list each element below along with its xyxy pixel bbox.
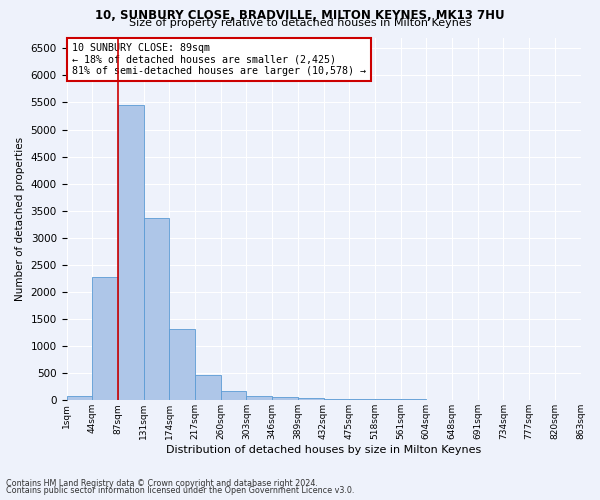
Bar (375, 399, 401, 400)
Bar (272, 397, 298, 400)
Bar (169, 330, 195, 400)
Text: Contains HM Land Registry data © Crown copyright and database right 2024.: Contains HM Land Registry data © Crown c… (6, 478, 318, 488)
Bar (247, 396, 272, 400)
Bar (118, 105, 143, 401)
Bar (349, 399, 375, 400)
Y-axis label: Number of detached properties: Number of detached properties (15, 137, 25, 301)
X-axis label: Distribution of detached houses by size in Milton Keynes: Distribution of detached houses by size … (166, 445, 481, 455)
Text: 10, SUNBURY CLOSE, BRADVILLE, MILTON KEYNES, MK13 7HU: 10, SUNBURY CLOSE, BRADVILLE, MILTON KEY… (95, 9, 505, 22)
Bar (221, 392, 247, 400)
Text: Size of property relative to detached houses in Milton Keynes: Size of property relative to detached ho… (129, 18, 471, 28)
Bar (143, 218, 169, 400)
Bar (323, 398, 349, 400)
Text: 10 SUNBURY CLOSE: 89sqm
← 18% of detached houses are smaller (2,425)
81% of semi: 10 SUNBURY CLOSE: 89sqm ← 18% of detache… (71, 43, 365, 76)
Text: Contains public sector information licensed under the Open Government Licence v3: Contains public sector information licen… (6, 486, 355, 495)
Bar (67, 396, 92, 400)
Bar (298, 398, 323, 400)
Bar (195, 374, 221, 400)
Bar (92, 277, 118, 400)
